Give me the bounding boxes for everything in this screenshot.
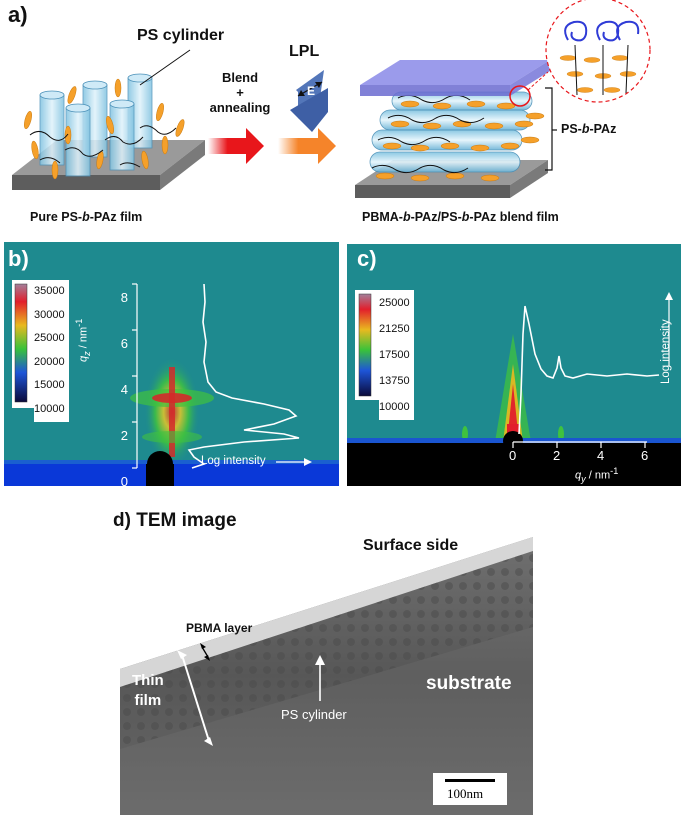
panel-b-pattern: [4, 280, 339, 486]
left-caption-italic: b: [82, 210, 90, 224]
cbar-c-tick: 21250: [379, 323, 410, 335]
annealing-label: annealing: [209, 100, 271, 115]
cbar-b-tick: 35000: [34, 285, 65, 297]
panel-c-intensity-profile: [518, 305, 660, 435]
cbar-b-tick: 10000: [34, 402, 65, 415]
horizontal-cylinders: [369, 91, 533, 173]
pbma-top-layer: [360, 60, 550, 96]
panel-b-log-intensity: Log intensity: [201, 455, 266, 467]
y-tick: 8: [120, 290, 128, 305]
tem-image-graphic: [120, 537, 533, 815]
panel-b-y-axis-label: qz / nm-1: [74, 319, 92, 362]
cbar-c-tick: 25000: [379, 297, 410, 309]
cbar-b-tick: 25000: [34, 332, 65, 345]
y-axis-sup: -1: [74, 318, 84, 327]
zoom-origin-circle: [509, 85, 531, 107]
right-caption-part1: PBMA-: [362, 210, 403, 224]
cbar-c-tick: 13750: [379, 375, 410, 387]
y-axis-sub: z: [81, 351, 92, 356]
panel-c-letter: c): [357, 246, 377, 271]
x-axis-sup: -1: [610, 466, 619, 476]
panel-b-y-ticks: 8 6 4 2 0: [116, 275, 128, 486]
tem-image: Surface side PBMA layer Thin film PS cyl…: [120, 537, 533, 815]
thin-film-line1: Thin: [132, 672, 164, 689]
y-tick: 2: [120, 428, 128, 443]
panel-b: b) 35000 30000 25000 20000 15000 10000 8…: [4, 242, 339, 486]
x-axis-sub: y: [581, 473, 586, 484]
panel-b-colorbar-ticks: 35000 30000 25000 20000 15000 10000: [34, 280, 69, 422]
vertical-cylinders: [39, 73, 153, 177]
x-axis-unit: / nm: [585, 469, 611, 482]
panel-c-log-intensity: Log intensity: [660, 319, 672, 384]
panel-a-letter: a): [8, 2, 28, 27]
cbar-b-tick: 30000: [34, 308, 65, 321]
x-tick: 0: [509, 448, 517, 463]
blend-label: Blend: [221, 70, 259, 85]
ps-b-paz-label: PS-b-PAz: [561, 122, 616, 136]
orange-arrow: [278, 128, 336, 164]
zoom-leader-1: [527, 71, 549, 91]
left-chains: [29, 125, 177, 168]
left-film-caption: Pure PS-b-PAz film: [30, 210, 142, 224]
y-axis-q: q: [77, 355, 90, 362]
panel-b-letter: b): [8, 246, 29, 271]
right-film-caption: PBMA-b-PAz/PS-b-PAz blend film: [362, 210, 559, 224]
right-caption-italic1: b: [402, 210, 411, 224]
y-tick: 4: [120, 382, 128, 397]
red-arrow: [208, 128, 264, 164]
panel-b-intensity-profile: [187, 283, 300, 469]
lpl-arrow: [290, 70, 328, 132]
ps-b-paz-bracket: [545, 87, 553, 171]
panel-c-x-ticks: 0 2 4 6: [507, 448, 657, 464]
surface-side-label: Surface side: [363, 537, 459, 554]
cbar-c-tick: 17500: [379, 349, 410, 361]
ps-b-paz-prefix: PS-: [561, 122, 582, 136]
panel-c: c) 25000 21250 17500 13750 10000 0 2 4 6…: [347, 244, 681, 486]
thin-film-line2: film: [134, 692, 162, 709]
blend-annealing-label: Blend + annealing: [204, 70, 276, 115]
panel-c-x-axis-label: qy / nm-1: [575, 466, 618, 484]
zoom-circle: [545, 0, 651, 103]
panel-c-pattern: [347, 290, 681, 486]
x-tick: 4: [597, 448, 605, 463]
thin-film-label: Thin film: [132, 671, 164, 711]
cbar-b-tick: 20000: [34, 355, 65, 368]
left-caption-suffix: -PAz film: [89, 210, 143, 224]
left-caption-prefix: Pure PS-: [30, 210, 83, 224]
scalebar-label: 100nm: [447, 786, 484, 801]
right-caption-italic2: b: [461, 210, 470, 224]
ps-b-paz-italic: b: [581, 122, 590, 136]
pbma-layer-label: PBMA layer: [186, 621, 253, 635]
left-mesogens: [24, 78, 185, 180]
ps-cylinder-label: PS cylinder: [137, 27, 225, 44]
cbar-c-tick: 10000: [379, 401, 410, 413]
substrate-label: substrate: [426, 673, 512, 694]
y-axis-unit: / nm: [77, 326, 90, 352]
x-tick: 2: [553, 448, 561, 463]
right-mesogens: [375, 100, 545, 182]
ps-b-paz-suffix: -PAz: [589, 122, 617, 136]
x-axis-q: q: [575, 469, 582, 482]
right-caption-part2: -PAz/PS-: [410, 210, 462, 224]
right-caption-part3: -PAz blend film: [469, 210, 559, 224]
ps-cylinder-leader: [139, 49, 191, 86]
y-tick: 6: [120, 336, 128, 351]
panel-d-title: d) TEM image: [113, 510, 237, 531]
panel-a-schematic: [12, 0, 651, 198]
y-tick: 0: [120, 474, 128, 486]
cbar-b-tick: 15000: [34, 379, 65, 392]
plus-label: +: [236, 85, 244, 100]
lpl-label: LPL: [289, 43, 320, 60]
e-field-label: E: [307, 84, 316, 98]
panel-c-colorbar-ticks: 25000 21250 17500 13750 10000: [379, 290, 414, 420]
x-tick: 6: [641, 448, 649, 463]
tem-ps-cylinder-label: PS cylinder: [281, 707, 347, 722]
